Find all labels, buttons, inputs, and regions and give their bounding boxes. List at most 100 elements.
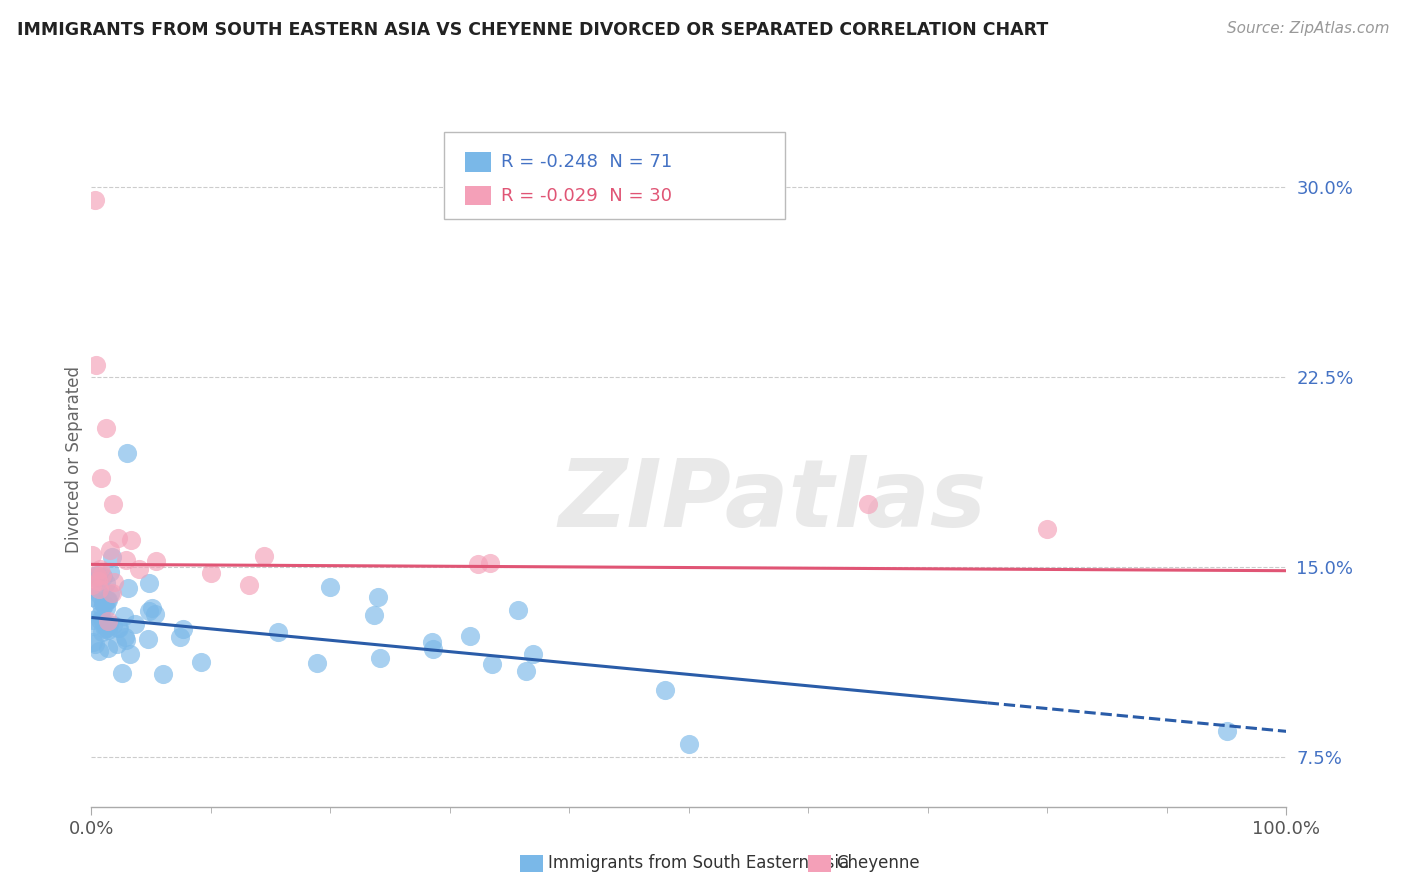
Point bbox=[422, 634, 444, 648]
Point bbox=[856, 497, 880, 511]
Point bbox=[112, 609, 135, 624]
Point bbox=[1036, 522, 1059, 536]
Point bbox=[98, 617, 121, 632]
Point bbox=[115, 446, 138, 460]
Point bbox=[93, 598, 115, 612]
Point bbox=[91, 570, 114, 584]
Point bbox=[86, 593, 108, 607]
Text: R = -0.248  N = 71: R = -0.248 N = 71 bbox=[502, 153, 672, 171]
Text: Immigrants from South Eastern Asia: Immigrants from South Eastern Asia bbox=[548, 855, 849, 872]
Point bbox=[522, 648, 544, 662]
Point bbox=[238, 578, 260, 592]
Point bbox=[200, 566, 222, 580]
Point bbox=[90, 471, 112, 485]
Point bbox=[120, 647, 142, 661]
Point bbox=[89, 608, 111, 623]
Point bbox=[370, 650, 392, 665]
Point bbox=[91, 612, 114, 626]
Point bbox=[94, 622, 117, 636]
Point bbox=[82, 618, 104, 632]
Point bbox=[80, 590, 103, 604]
Point bbox=[266, 624, 288, 639]
Point bbox=[89, 562, 111, 576]
Point bbox=[172, 622, 194, 636]
Point bbox=[124, 616, 146, 631]
Point bbox=[114, 630, 136, 644]
Point bbox=[87, 582, 110, 596]
Point bbox=[97, 623, 120, 637]
Point bbox=[363, 608, 385, 623]
Point bbox=[467, 557, 489, 571]
Point bbox=[84, 571, 107, 585]
Point bbox=[115, 632, 138, 647]
Point bbox=[111, 666, 134, 681]
Point bbox=[458, 629, 481, 643]
Point bbox=[94, 617, 117, 632]
Point bbox=[190, 655, 212, 669]
Point bbox=[94, 421, 117, 435]
Point bbox=[82, 549, 104, 563]
Point bbox=[145, 607, 167, 622]
Point bbox=[96, 593, 118, 607]
Text: IMMIGRANTS FROM SOUTH EASTERN ASIA VS CHEYENNE DIVORCED OR SEPARATED CORRELATION: IMMIGRANTS FROM SOUTH EASTERN ASIA VS CH… bbox=[17, 21, 1047, 38]
Point bbox=[80, 578, 103, 592]
Point bbox=[479, 556, 502, 570]
Point bbox=[117, 581, 139, 595]
Point bbox=[97, 641, 120, 656]
Point bbox=[83, 636, 105, 650]
Point bbox=[89, 613, 111, 627]
Point bbox=[86, 568, 108, 582]
Point bbox=[136, 632, 159, 646]
Point bbox=[115, 553, 138, 567]
Point bbox=[145, 554, 167, 568]
Point bbox=[100, 549, 122, 564]
Point bbox=[120, 533, 142, 548]
Point bbox=[98, 542, 121, 557]
Point bbox=[96, 575, 118, 590]
Point bbox=[94, 601, 117, 615]
Point bbox=[87, 587, 110, 601]
Point bbox=[86, 569, 108, 583]
Point bbox=[86, 569, 108, 583]
Point bbox=[103, 618, 125, 632]
Point bbox=[138, 576, 160, 591]
Point bbox=[94, 621, 117, 635]
Point bbox=[307, 656, 329, 670]
Point bbox=[107, 532, 129, 546]
Point bbox=[128, 562, 150, 576]
Point bbox=[169, 630, 191, 644]
Text: R = -0.029  N = 30: R = -0.029 N = 30 bbox=[502, 187, 672, 205]
Point bbox=[654, 683, 676, 698]
Text: Source: ZipAtlas.com: Source: ZipAtlas.com bbox=[1226, 21, 1389, 36]
Point bbox=[87, 574, 110, 588]
Point bbox=[138, 604, 160, 618]
Point bbox=[91, 601, 114, 615]
Point bbox=[152, 666, 174, 681]
Point bbox=[1215, 724, 1237, 739]
Point bbox=[90, 624, 112, 639]
Point bbox=[91, 596, 114, 610]
Point bbox=[101, 497, 124, 511]
Point bbox=[319, 580, 342, 594]
Point bbox=[97, 614, 120, 628]
Point bbox=[98, 565, 121, 579]
Point bbox=[508, 602, 530, 616]
Point bbox=[101, 586, 124, 600]
Point bbox=[82, 613, 104, 627]
Point bbox=[481, 657, 503, 671]
Point bbox=[515, 664, 537, 678]
Point bbox=[367, 590, 389, 604]
Point bbox=[100, 587, 122, 601]
Point bbox=[84, 358, 107, 372]
Point bbox=[253, 549, 276, 563]
Point bbox=[105, 637, 128, 651]
Point bbox=[107, 621, 129, 635]
Y-axis label: Divorced or Separated: Divorced or Separated bbox=[65, 366, 83, 553]
Point bbox=[82, 635, 104, 649]
Point bbox=[141, 600, 163, 615]
Text: ZIPatlas: ZIPatlas bbox=[558, 455, 987, 547]
Point bbox=[87, 644, 110, 658]
Point bbox=[84, 193, 107, 207]
Point bbox=[91, 568, 114, 582]
Text: Cheyenne: Cheyenne bbox=[837, 855, 920, 872]
